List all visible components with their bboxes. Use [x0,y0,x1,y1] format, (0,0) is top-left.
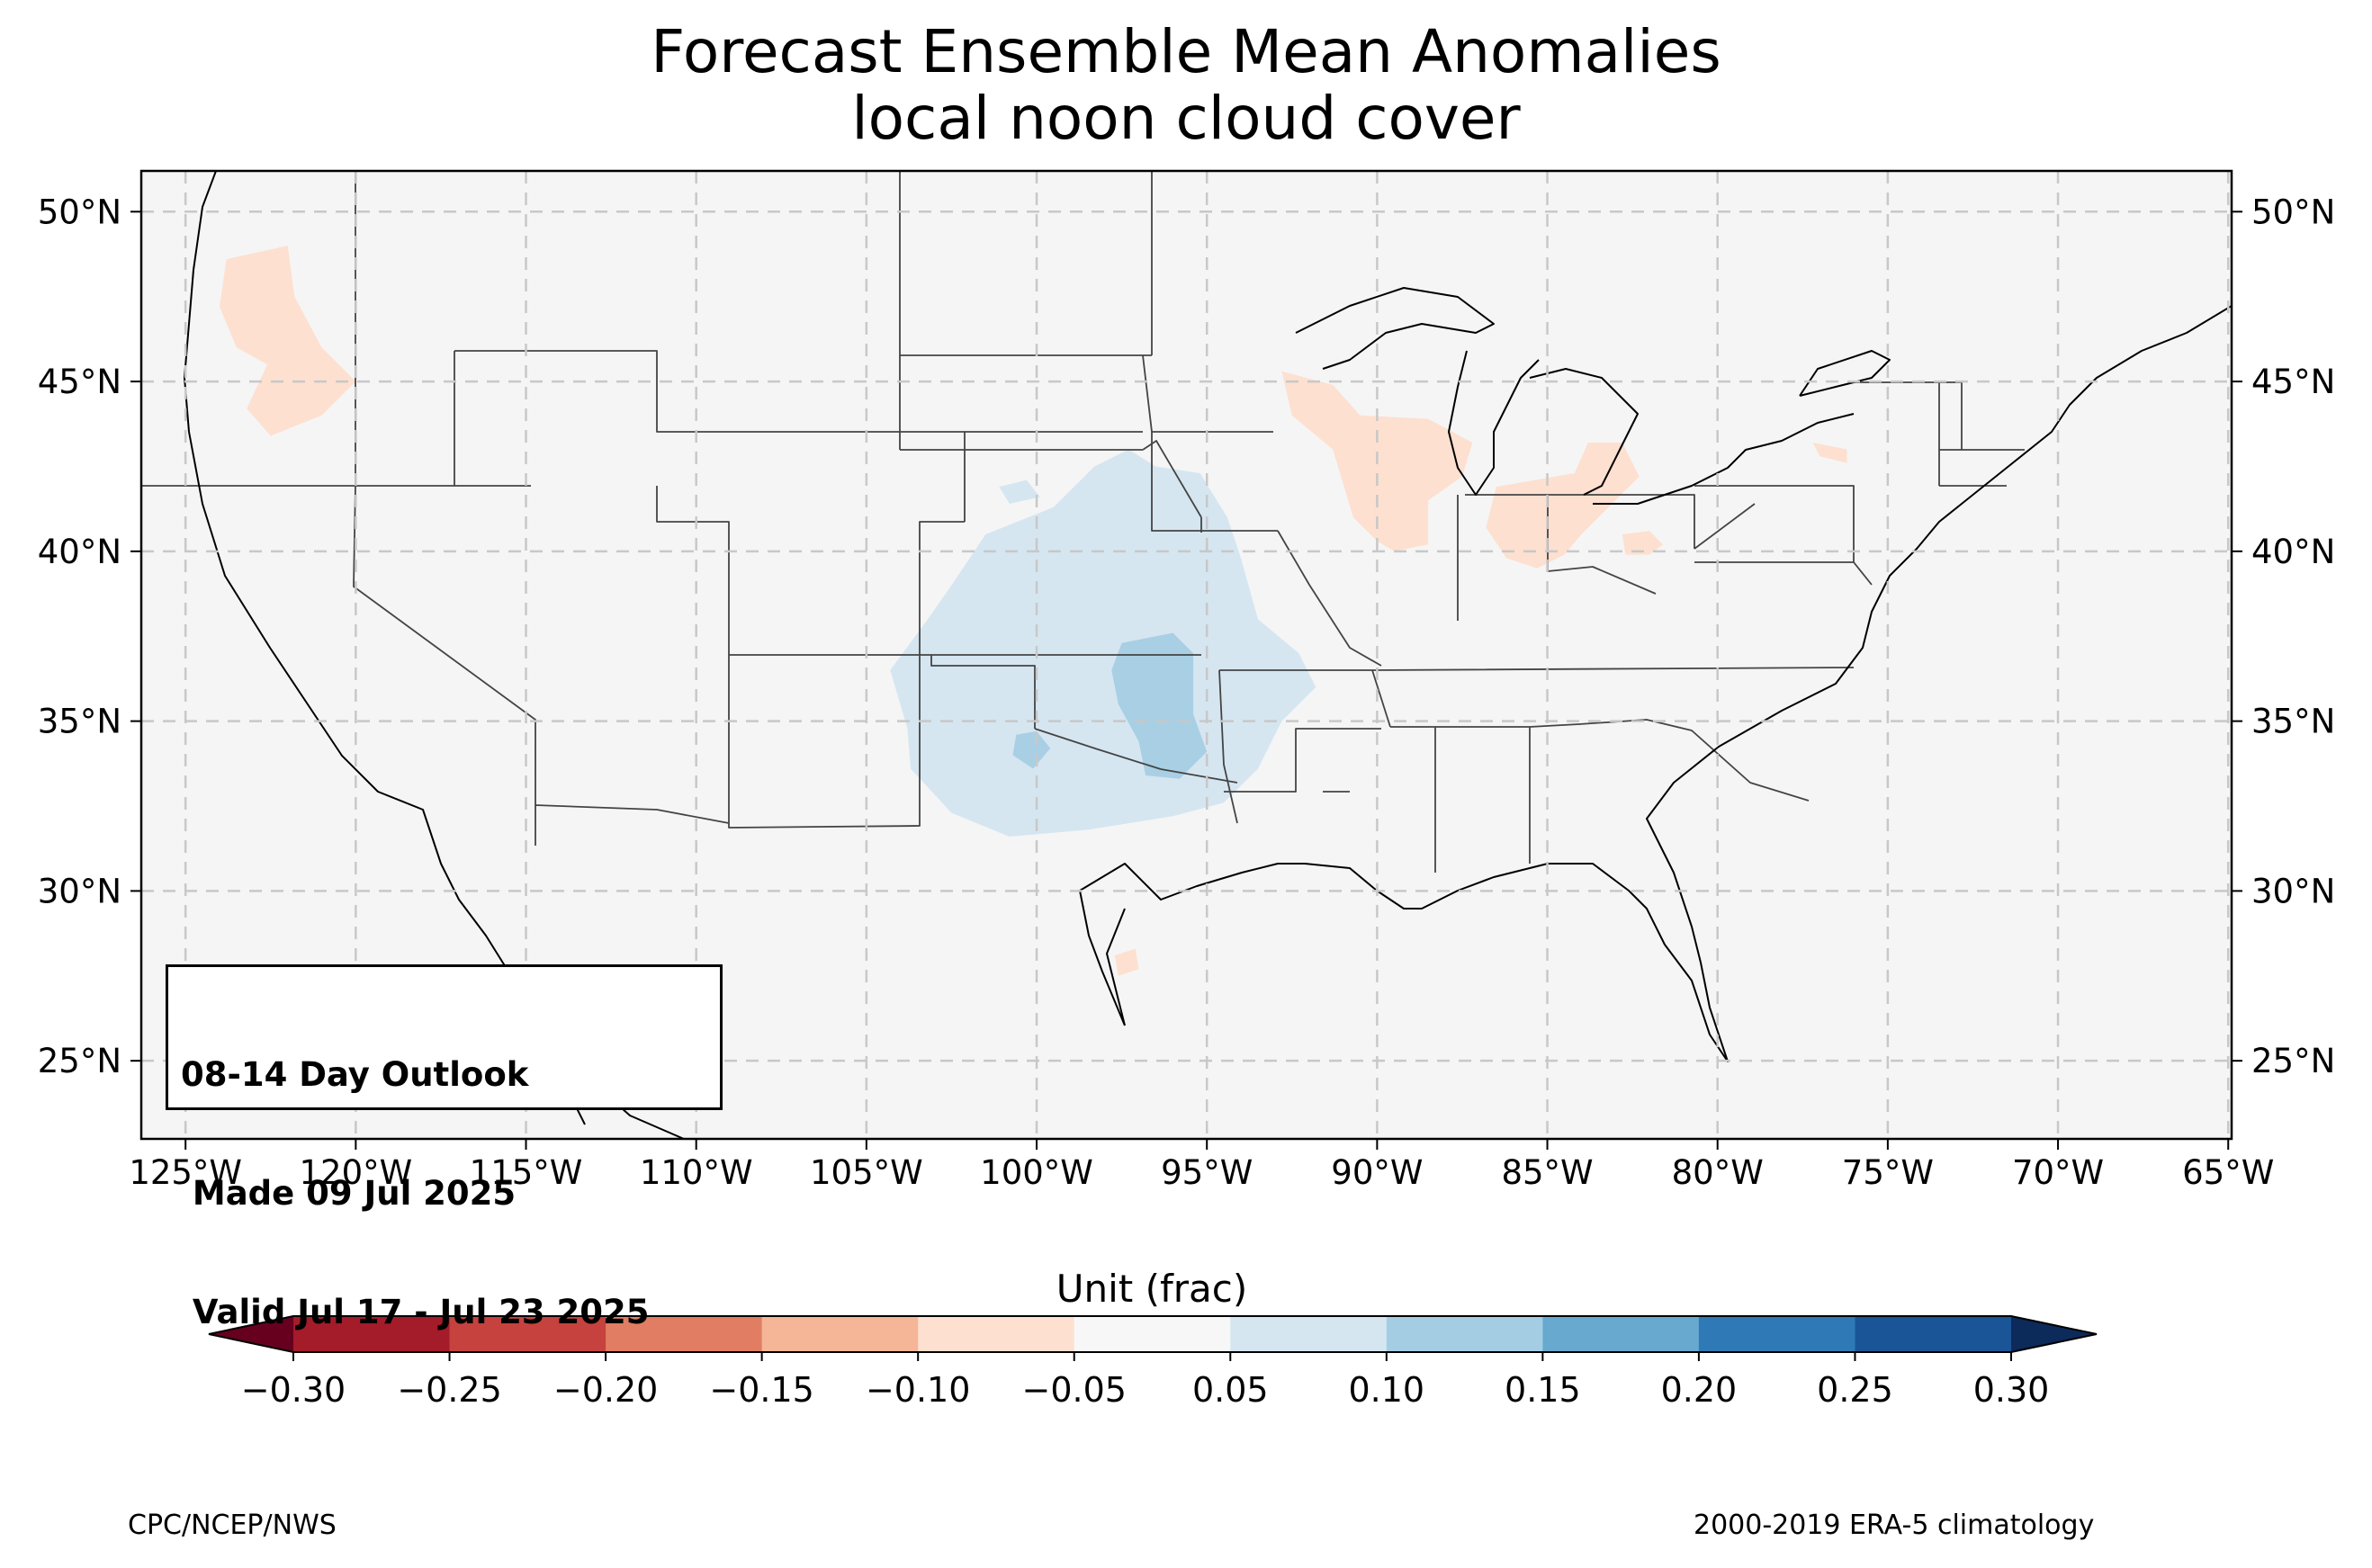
colorbar-swatch-9 [1698,1316,1855,1352]
lat-tick-label-right-5: 50°N [2251,193,2335,231]
coastline [184,171,2232,1139]
lon-tick-label-12: 65°W [2182,1153,2274,1192]
lat-tick-label-left-2: 35°N [38,703,121,741]
chart-title-line1: Forecast Ensemble Mean Anomalies [651,17,1721,86]
colorbar-swatch-10 [1855,1316,2012,1352]
colorbar-tick-label-0: −0.30 [241,1370,346,1410]
lat-tick-label-right-1: 30°N [2251,872,2335,910]
colorbar-tick-label-10: 0.25 [1817,1370,1893,1410]
colorbar-tick-label-2: −0.20 [553,1370,658,1410]
lat-tick-label-left-1: 30°N [38,872,121,910]
anomaly-region-5 [1812,443,1847,463]
colorbar-swatch-4 [918,1316,1075,1352]
lon-tick-label-2: 115°W [470,1153,583,1192]
colorbar-under-arrow [209,1316,293,1352]
map-frame [139,169,2233,1141]
colorbar-swatch-2 [606,1316,763,1352]
axis-ticks: 125°W 120°W 115°W 110°W 105°W 100°W 95°W 90°W 85… [38,193,2336,1192]
boundary-lines [141,171,2232,1139]
lat-tick-label-left-3: 40°N [38,533,121,571]
lat-tick-label-right-3: 40°N [2251,533,2335,571]
colorbar-swatch-3 [761,1316,919,1352]
colorbar-tick-label-9: 0.20 [1661,1370,1738,1410]
lon-tick-label-6: 95°W [1161,1153,1253,1192]
lat-tick-label-right-2: 35°N [2251,703,2335,741]
outlook-info-box: 08-14 Day Outlook Made 09 Jul 2025 Valid… [166,964,723,1331]
colorbar-tick-label-7: 0.10 [1349,1370,1425,1410]
colorbar-tick-label-6: 0.05 [1192,1370,1269,1410]
anomaly-region-9 [1111,632,1208,779]
lon-tick-label-8: 85°W [1501,1153,1593,1192]
colorbar-swatch-5 [1074,1316,1231,1352]
credit-left: CPC/NCEP/NWS [128,1510,337,1541]
colorbar: −0.30 −0.25 −0.20 −0.15 −0.10 −0.05 0.05 0.10 0.… [208,1315,2098,1410]
colorbar-swatch-6 [1230,1316,1388,1352]
lon-tick-label-11: 70°W [2012,1153,2104,1192]
colorbar-tick-label-4: −0.10 [866,1370,970,1410]
lat-tick-label-left-0: 25°N [38,1042,121,1080]
colorbar-swatch-8 [1542,1316,1700,1352]
lat-tick-label-left-4: 45°N [38,363,121,401]
lon-tick-label-7: 90°W [1331,1153,1423,1192]
anomaly-region-8 [999,479,1040,504]
anomaly-region-3 [1486,443,1640,569]
anomaly-region-6 [1115,948,1139,976]
lon-tick-label-1: 120°W [299,1153,412,1192]
lon-tick-label-9: 80°W [1672,1153,1764,1192]
anomaly-region-7 [890,449,1316,837]
anomaly-region-10 [1012,730,1051,769]
lon-tick-label-10: 75°W [1842,1153,1934,1192]
lon-tick-label-0: 125°W [129,1153,242,1192]
lon-tick-label-4: 105°W [810,1153,923,1192]
lon-tick-label-3: 110°W [640,1153,753,1192]
colorbar-tick-label-8: 0.15 [1505,1370,1581,1410]
anomaly-region-4 [1622,531,1664,555]
great-lakes [1295,287,1891,505]
colorbar-tick-label-3: −0.15 [709,1370,813,1410]
colorbar-tick-label-5: −0.05 [1022,1370,1127,1410]
outlook-title: 08-14 Day Outlook [181,1055,529,1094]
colorbar-swatch-0 [293,1316,451,1352]
colorbar-tick-label-11: 0.30 [1973,1370,2050,1410]
colorbar-swatch-1 [449,1316,606,1352]
state-lines-west [141,171,1381,846]
outlook-made-date: Made 09 Jul 2025 [181,1174,517,1213]
chart-title-line2: local noon cloud cover [851,84,1521,153]
anomaly-region-1 [220,246,356,436]
colorbar-swatch-7 [1386,1316,1543,1352]
colorbar-tick-label-1: −0.25 [397,1370,501,1410]
colorbar-label: Unit (frac) [1056,1267,1248,1311]
lon-tick-label-5: 100°W [980,1153,1093,1192]
lat-tick-label-right-0: 25°N [2251,1042,2335,1080]
outlook-valid-range: Valid Jul 17 - Jul 23 2025 [181,1293,650,1331]
lat-tick-label-right-4: 45°N [2251,363,2335,401]
colorbar-over-arrow [2011,1316,2097,1352]
lat-tick-label-left-5: 50°N [38,193,121,231]
credit-right: 2000-2019 ERA-5 climatology [1694,1510,2095,1541]
